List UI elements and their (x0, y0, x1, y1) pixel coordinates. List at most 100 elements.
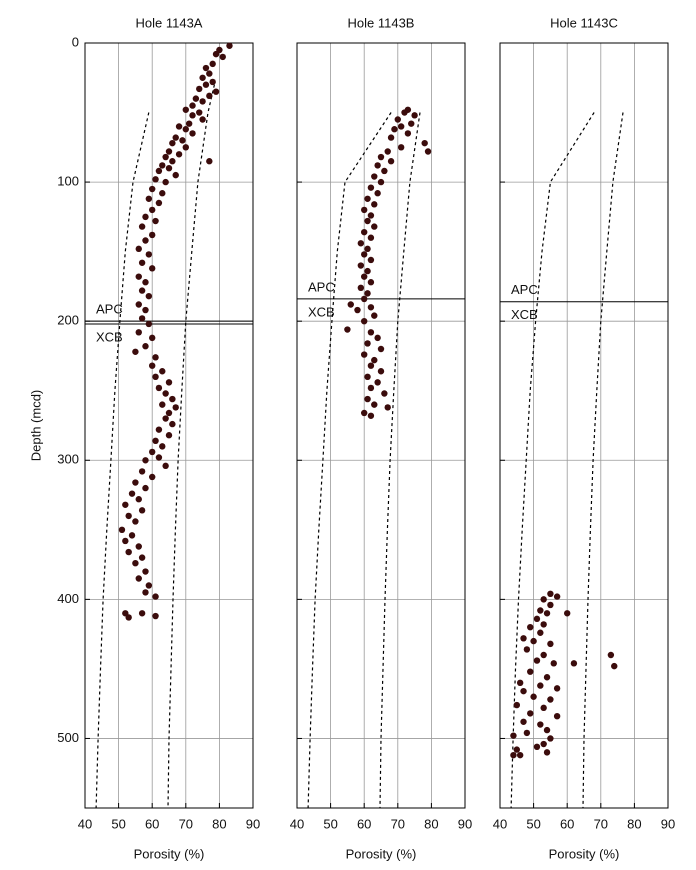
data-point (142, 484, 149, 492)
x-tick-label: 90 (246, 816, 260, 831)
data-point (547, 640, 554, 648)
data-point (162, 153, 169, 161)
plot-frame (499, 42, 669, 809)
data-point (132, 560, 139, 567)
panel-title: Hole 1143C (550, 15, 618, 30)
data-point (364, 195, 371, 202)
data-point (125, 512, 132, 520)
data-point (381, 390, 388, 397)
data-point (152, 437, 159, 444)
data-point (182, 126, 189, 133)
data-point (165, 409, 173, 417)
data-point (165, 164, 173, 172)
data-point (219, 53, 226, 61)
data-point (424, 148, 432, 155)
data-point (523, 646, 531, 653)
data-point (611, 662, 618, 670)
data-point (374, 162, 381, 169)
data-point (149, 362, 156, 369)
data-point (540, 596, 547, 603)
data-point (513, 701, 520, 709)
data-point (371, 312, 378, 319)
data-point (209, 78, 216, 86)
data-point (377, 345, 385, 353)
data-point (367, 329, 375, 336)
data-point (371, 201, 378, 208)
data-point (364, 290, 371, 297)
data-point (391, 126, 398, 133)
data-point (367, 256, 375, 264)
data-point (132, 348, 139, 355)
data-point (172, 404, 179, 411)
annotation: XCB (96, 329, 123, 344)
x-tick-label: 90 (458, 816, 472, 831)
x-tick-label: 50 (323, 816, 337, 831)
y-tick-label: 300 (57, 452, 79, 467)
data-point (530, 693, 537, 700)
data-point (145, 582, 153, 589)
annotation: XCB (511, 307, 538, 322)
data-point (209, 60, 216, 68)
data-point (128, 490, 136, 497)
x-axis-label: Porosity (%) (549, 846, 620, 861)
data-point (162, 415, 169, 422)
data-point (182, 106, 189, 113)
data-point (361, 206, 368, 214)
data-point (149, 473, 156, 481)
data-point (367, 234, 375, 241)
data-point (543, 726, 551, 734)
data-point (397, 123, 405, 130)
data-point (152, 593, 159, 600)
x-tick-label: 80 (424, 816, 438, 831)
data-point (175, 151, 183, 158)
data-point (510, 751, 517, 759)
data-point (142, 306, 149, 314)
data-point (361, 228, 368, 236)
data-point (533, 657, 541, 664)
data-point (162, 462, 169, 470)
data-point (135, 245, 142, 253)
data-point (537, 682, 544, 689)
data-point (138, 610, 146, 617)
data-point (155, 199, 163, 207)
data-point (142, 213, 149, 221)
data-point (185, 120, 193, 127)
data-point (189, 112, 196, 119)
data-point (371, 356, 378, 364)
data-point (543, 749, 551, 756)
data-point (533, 743, 541, 750)
data-point (520, 687, 527, 695)
data-point (540, 704, 547, 712)
data-point (374, 334, 381, 342)
data-point (135, 301, 142, 308)
data-point (152, 354, 159, 361)
y-tick-label: 500 (57, 730, 79, 745)
data-point (142, 343, 149, 350)
data-point (354, 306, 361, 314)
data-point (145, 320, 153, 328)
data-point (397, 144, 405, 151)
data-point (189, 130, 196, 137)
data-point (172, 171, 179, 179)
data-point (513, 746, 520, 753)
data-point (189, 102, 196, 109)
data-point (145, 292, 153, 300)
data-point (371, 401, 378, 408)
data-point (152, 612, 159, 620)
data-point (142, 457, 149, 464)
data-point (128, 532, 136, 539)
data-point (384, 404, 391, 411)
reference-curve (307, 112, 392, 809)
data-point (162, 390, 169, 397)
data-point (145, 251, 153, 258)
data-point (361, 273, 368, 280)
data-point (540, 621, 547, 628)
data-point (142, 589, 149, 596)
data-point (357, 284, 365, 291)
y-tick-label: 400 (57, 591, 79, 606)
data-point (152, 176, 159, 183)
data-point (155, 167, 163, 175)
data-point (169, 395, 176, 403)
data-point (364, 395, 371, 403)
data-point (125, 548, 132, 556)
